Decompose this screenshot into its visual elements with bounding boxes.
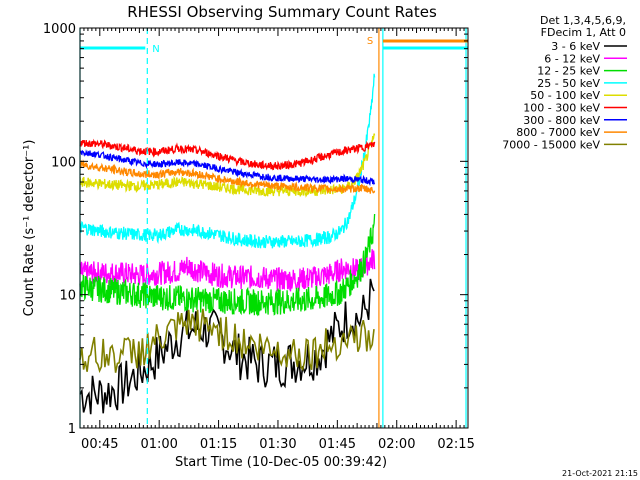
series-trace-4 [79, 73, 376, 249]
x-tick-label: 01:45 [319, 437, 356, 452]
marker-layer: NS [79, 28, 468, 428]
timestamp: 21-Oct-2021 21:15 [562, 469, 638, 478]
series-trace-3 [79, 213, 376, 317]
x-tick-label: 00:45 [81, 437, 118, 452]
series-trace-7 [79, 149, 376, 187]
y-tick-label: 1000 [43, 22, 76, 37]
x-tick-label: 01:00 [140, 437, 177, 452]
series-9 [79, 308, 375, 374]
y-tick-label: 10 [59, 289, 76, 304]
series-3 [79, 213, 376, 317]
legend: Det 1,3,4,5,6,9,FDecim 1, Att 03 - 6 keV… [502, 14, 627, 151]
series-1 [79, 278, 375, 415]
series-layer [79, 73, 376, 415]
legend-label-1: 3 - 6 keV [551, 40, 600, 53]
legend-header-1: Det 1,3,4,5,6,9, [540, 14, 626, 27]
series-6 [79, 138, 376, 171]
y-tick-label: 100 [51, 155, 76, 170]
series-4 [79, 73, 376, 249]
flare-marker-label: S [367, 36, 373, 47]
series-trace-5 [79, 133, 376, 198]
series-trace-6 [79, 138, 376, 171]
legend-label-2: 6 - 12 keV [544, 52, 600, 65]
series-8 [79, 159, 376, 195]
legend-label-8: 800 - 7000 keV [516, 126, 600, 139]
legend-label-9: 7000 - 15000 keV [502, 138, 600, 151]
x-tick-label: 01:15 [200, 437, 237, 452]
y-axis-label: Count Rate (s⁻¹ detector⁻¹) [22, 140, 37, 317]
saa-marker-label: N [152, 44, 159, 55]
series-trace-8 [79, 159, 376, 195]
x-tick-label: 02:15 [437, 437, 474, 452]
series-trace-2 [79, 249, 376, 292]
series-trace-1 [79, 278, 375, 415]
y-tick-label: 1 [68, 422, 76, 437]
legend-label-5: 50 - 100 keV [530, 89, 600, 102]
x-tick-label: 01:30 [259, 437, 296, 452]
x-tick-label: 02:00 [378, 437, 415, 452]
x-axis-label: Start Time (10-Dec-05 00:39:42) [175, 455, 387, 470]
series-2 [79, 249, 376, 292]
legend-label-6: 100 - 300 keV [523, 102, 600, 115]
series-5 [79, 133, 376, 198]
legend-label-4: 25 - 50 keV [537, 77, 600, 90]
legend-label-3: 12 - 25 keV [537, 65, 600, 78]
series-7 [79, 149, 376, 187]
legend-label-7: 300 - 800 keV [523, 114, 600, 127]
legend-header-2: FDecim 1, Att 0 [541, 26, 626, 39]
series-trace-9 [79, 308, 375, 374]
chart-title: RHESSI Observing Summary Count Rates [127, 3, 437, 21]
axis-layer: 1 10 100 1000 00:45 01:00 01:15 01:30 01:45 02:00… [43, 22, 475, 452]
